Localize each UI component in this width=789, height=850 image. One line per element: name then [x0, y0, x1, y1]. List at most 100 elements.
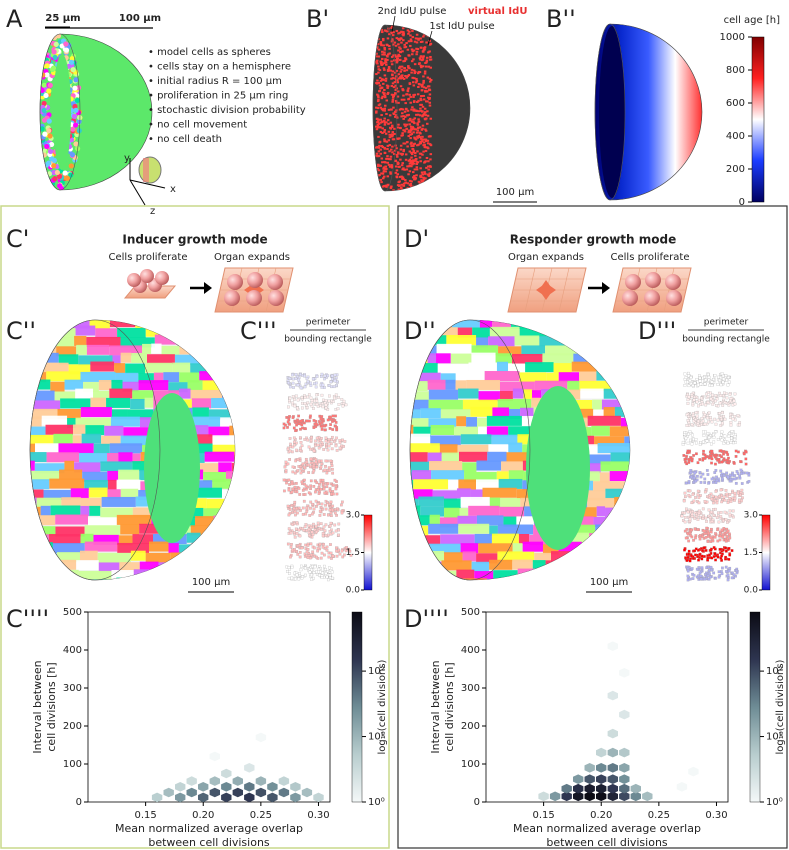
labelled-cell — [384, 184, 388, 187]
clone-cell — [286, 420, 290, 424]
labelled-cell — [377, 163, 380, 166]
clone-shape — [685, 391, 737, 408]
clone-cell — [691, 413, 695, 417]
labelled-cell — [427, 96, 430, 99]
labelled-cell — [427, 51, 430, 54]
clone-cell — [688, 559, 692, 563]
clone-cell — [726, 520, 729, 524]
clone-cell — [703, 555, 706, 558]
labelled-cell — [414, 37, 418, 40]
clone-patch — [182, 562, 214, 573]
labelled-cell — [419, 97, 422, 100]
clone-patch — [570, 326, 601, 337]
clone-cell — [724, 555, 728, 559]
labelled-cell — [414, 81, 418, 84]
cell — [41, 107, 47, 114]
clone-patch — [107, 479, 117, 490]
clone-patch — [410, 561, 416, 572]
labelled-cell — [379, 42, 383, 45]
labelled-cell — [383, 109, 386, 112]
cell — [48, 141, 55, 148]
clone-cell — [337, 522, 341, 526]
clone-cell — [683, 372, 687, 376]
clone-cell — [735, 569, 738, 572]
clone-cell — [328, 394, 331, 398]
clone-cell — [711, 402, 715, 406]
clone-cell — [316, 502, 320, 506]
hexbin — [198, 792, 209, 803]
clone-patch — [117, 542, 150, 553]
clone-cell — [686, 574, 690, 578]
clone-cell — [747, 480, 751, 483]
clone-patch — [50, 381, 65, 392]
clone-cell — [320, 375, 323, 378]
labelled-cell — [381, 172, 385, 175]
clone-cell — [323, 553, 326, 557]
clone-cell — [312, 419, 316, 422]
clone-patch — [54, 391, 76, 402]
hexbin — [607, 783, 618, 794]
labelled-cell — [413, 168, 417, 171]
labelled-cell — [412, 143, 415, 146]
labelled-cell — [381, 95, 384, 98]
clone-cell — [313, 565, 317, 569]
clone-cell — [324, 459, 328, 463]
labelled-cell — [384, 165, 387, 168]
clone-patch — [82, 471, 108, 482]
labelled-cell — [411, 36, 415, 39]
labelled-cell — [400, 76, 403, 79]
labelled-cell — [391, 126, 394, 129]
labelled-cell — [395, 109, 398, 112]
clone-patch — [410, 391, 429, 402]
labelled-cell — [397, 101, 400, 104]
clone-patch — [162, 320, 177, 329]
clone-patch — [130, 398, 145, 409]
labelled-cell — [419, 58, 422, 61]
labelled-cell — [413, 63, 417, 66]
labelled-cell — [391, 82, 395, 85]
labelled-cell — [418, 156, 422, 159]
clone-patch — [109, 443, 143, 454]
hexbin — [584, 774, 595, 784]
clone-cell — [291, 548, 294, 552]
clone-patch — [468, 505, 500, 516]
clone-patch — [30, 577, 59, 580]
clone-patch — [45, 424, 73, 435]
clone-patch — [153, 372, 164, 383]
clone-cell — [719, 383, 723, 387]
clone-cell — [726, 458, 729, 462]
clone-patch — [596, 370, 616, 381]
clone-cell — [687, 384, 691, 388]
clone-patch — [80, 533, 94, 544]
clone-patch — [571, 559, 598, 570]
clone-patch — [571, 361, 605, 372]
labelled-cell — [385, 84, 389, 87]
clone-cell — [717, 570, 721, 574]
clone-cell — [286, 542, 290, 546]
clone-patch — [474, 533, 492, 544]
clone-patch — [583, 507, 597, 518]
labelled-cell — [382, 166, 386, 169]
clone-cell — [318, 482, 321, 486]
clone-cell — [295, 573, 299, 577]
clone-cell — [731, 571, 734, 575]
clone-cell — [709, 416, 712, 419]
clone-cell — [288, 508, 292, 511]
clone-patch — [176, 320, 197, 327]
labelled-cell — [401, 89, 405, 92]
clone-cell — [687, 515, 690, 519]
clone-cell — [290, 490, 294, 494]
panel-label: B'' — [546, 5, 576, 33]
clone-patch — [149, 541, 169, 552]
clone-cell — [322, 448, 326, 451]
clone-patch — [410, 381, 428, 392]
labelled-cell — [386, 161, 390, 164]
clone-patch — [172, 327, 198, 338]
labelled-cell — [401, 27, 405, 30]
clone-cell — [722, 474, 726, 477]
clone-cell — [740, 488, 744, 492]
labelled-cell — [383, 107, 387, 110]
labelled-cell — [403, 59, 407, 62]
clone-cell — [315, 465, 319, 469]
labelled-cell — [408, 184, 412, 187]
